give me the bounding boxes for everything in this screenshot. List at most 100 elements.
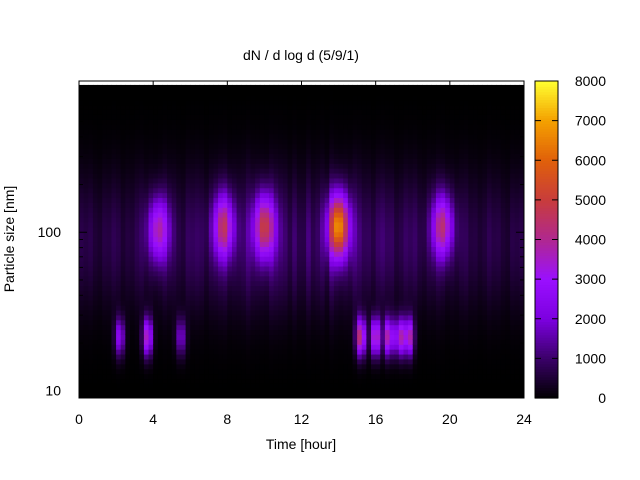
heatmap-cell xyxy=(352,119,358,125)
heatmap-cell xyxy=(241,358,247,365)
heatmap-cell xyxy=(431,168,437,174)
heatmap-cell xyxy=(250,388,256,394)
heatmap-cell xyxy=(134,104,140,110)
heatmap-cell xyxy=(320,290,326,296)
heatmap-cell xyxy=(162,182,168,189)
heatmap-cell xyxy=(259,192,266,199)
heatmap-cell xyxy=(352,99,358,106)
heatmap-cell xyxy=(180,236,187,243)
heatmap-cell xyxy=(176,349,182,355)
heatmap-cell xyxy=(292,378,298,384)
heatmap-cell xyxy=(371,300,377,306)
heatmap-cell xyxy=(375,358,381,365)
heatmap-cell xyxy=(357,319,363,326)
heatmap-cell xyxy=(236,89,242,96)
heatmap-cell xyxy=(143,197,150,203)
heatmap-cell xyxy=(329,163,335,169)
heatmap-cell xyxy=(292,329,298,336)
heatmap-cell xyxy=(199,344,205,350)
heatmap-cell xyxy=(394,344,400,350)
heatmap-cell xyxy=(324,246,330,252)
heatmap-cell xyxy=(366,358,372,365)
heatmap-cell xyxy=(116,329,122,336)
heatmap-cell xyxy=(222,378,228,384)
heatmap-cell xyxy=(440,393,446,398)
heatmap-cell xyxy=(208,221,215,228)
heatmap-cell xyxy=(343,280,349,287)
heatmap-cell xyxy=(222,231,228,238)
heatmap-cell xyxy=(111,99,117,106)
heatmap-cell xyxy=(380,383,386,389)
heatmap-cell xyxy=(176,163,182,169)
heatmap-cell xyxy=(273,256,279,262)
heatmap-cell xyxy=(194,109,201,115)
heatmap-cell xyxy=(227,172,233,179)
heatmap-cell xyxy=(394,153,400,159)
heatmap-cell xyxy=(148,94,154,101)
heatmap-cell xyxy=(106,128,113,135)
heatmap-cell xyxy=(157,187,164,194)
heatmap-cell xyxy=(384,314,391,321)
heatmap-cell xyxy=(417,368,423,375)
heatmap-cell xyxy=(259,256,266,262)
heatmap-cell xyxy=(79,309,85,316)
heatmap-cell xyxy=(213,285,219,291)
heatmap-cell xyxy=(394,207,400,213)
heatmap-cell xyxy=(157,388,164,394)
heatmap-cell xyxy=(97,388,103,394)
heatmap-cell xyxy=(431,388,437,394)
heatmap-cell xyxy=(310,99,317,106)
heatmap-cell xyxy=(218,378,224,384)
heatmap-cell xyxy=(431,158,437,164)
heatmap-cell xyxy=(282,226,289,233)
heatmap-cell xyxy=(199,187,205,194)
heatmap-cell xyxy=(301,109,307,115)
heatmap-cell xyxy=(102,241,108,247)
heatmap-cell xyxy=(301,104,307,110)
heatmap-cell xyxy=(208,363,215,370)
heatmap-cell xyxy=(129,319,136,326)
heatmap-cell xyxy=(282,148,289,155)
heatmap-cell xyxy=(422,300,428,306)
heatmap-cell xyxy=(361,334,367,340)
heatmap-cell xyxy=(227,290,233,296)
heatmap-cell xyxy=(153,353,159,360)
heatmap-cell xyxy=(199,217,205,223)
heatmap-cell xyxy=(194,236,201,243)
heatmap-cell xyxy=(310,270,317,277)
heatmap-cell xyxy=(287,168,293,174)
heatmap-cell xyxy=(157,319,164,326)
heatmap-cell xyxy=(143,334,150,340)
heatmap-cell xyxy=(380,192,386,199)
heatmap-cell xyxy=(250,128,256,135)
heatmap-cell xyxy=(222,265,228,272)
heatmap-cell xyxy=(231,334,238,340)
heatmap-cell xyxy=(412,290,418,296)
heatmap-cell xyxy=(185,182,191,189)
heatmap-cell xyxy=(208,202,215,208)
heatmap-cell xyxy=(204,295,210,301)
heatmap-cell xyxy=(139,261,145,267)
heatmap-cell xyxy=(301,305,307,311)
heatmap-cell xyxy=(236,158,242,164)
heatmap-cell xyxy=(315,353,321,360)
heatmap-cell xyxy=(162,324,168,331)
heatmap-cell xyxy=(190,192,196,199)
heatmap-cell xyxy=(153,305,159,311)
heatmap-cell xyxy=(190,89,196,96)
heatmap-cell xyxy=(204,143,210,150)
heatmap-cell xyxy=(412,187,418,194)
heatmap-cell xyxy=(333,192,340,199)
heatmap-cell xyxy=(218,221,224,228)
heatmap-cell xyxy=(111,148,117,155)
heatmap-cell xyxy=(79,295,85,301)
heatmap-cell xyxy=(259,295,266,301)
heatmap-cell xyxy=(287,217,293,223)
heatmap-cell xyxy=(375,94,381,101)
heatmap-cell xyxy=(176,334,182,340)
heatmap-cell xyxy=(324,388,330,394)
heatmap-cell xyxy=(315,285,321,291)
heatmap-cell xyxy=(129,99,136,106)
heatmap-cell xyxy=(245,114,252,120)
heatmap-cell xyxy=(120,246,126,252)
